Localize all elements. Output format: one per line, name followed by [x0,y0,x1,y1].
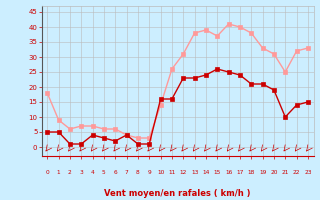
X-axis label: Vent moyen/en rafales ( km/h ): Vent moyen/en rafales ( km/h ) [104,189,251,198]
